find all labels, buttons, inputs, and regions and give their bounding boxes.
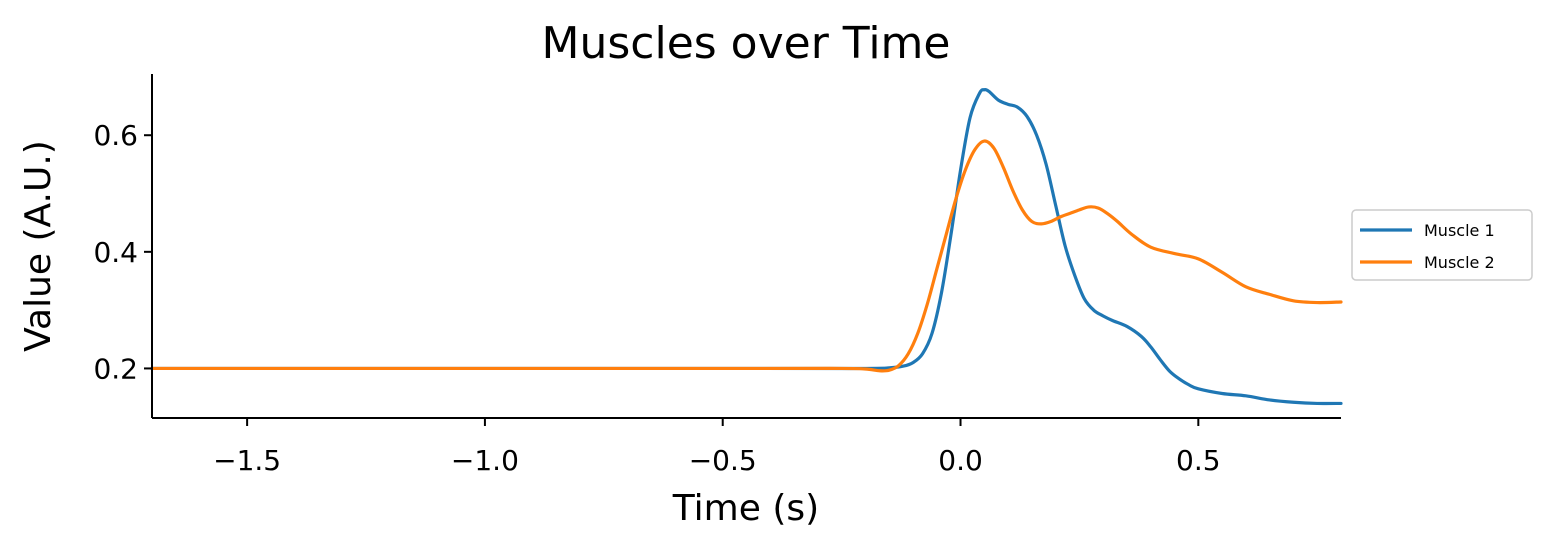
y-axis-title: Value (A.U.): [18, 140, 59, 352]
x-axis-title: Time (s): [672, 488, 819, 529]
legend-label-muscle-1: Muscle 1: [1424, 221, 1495, 240]
chart-title: Muscles over Time: [542, 18, 951, 69]
y-tick-label: 0.2: [93, 352, 138, 385]
x-ticks: −1.5 −1.0 −0.5 0.0 0.5: [213, 418, 1221, 477]
y-tick-label: 0.4: [93, 236, 138, 269]
x-tick-label: −1.5: [213, 444, 281, 477]
plot-area: −1.5 −1.0 −0.5 0.0 0.5 0.2 0.4 0.6: [93, 74, 1343, 477]
y-ticks: 0.2 0.4 0.6: [93, 119, 152, 385]
series-line-muscle-2: [150, 139, 1343, 373]
legend-label-muscle-2: Muscle 2: [1424, 253, 1495, 272]
x-tick-label: 0.5: [1176, 444, 1221, 477]
x-tick-label: 0.0: [938, 444, 983, 477]
series-group: [150, 88, 1343, 406]
legend: Muscle 1 Muscle 2: [1351, 209, 1533, 281]
y-tick-label: 0.6: [93, 119, 138, 152]
x-tick-label: −1.0: [451, 444, 519, 477]
series-line-muscle-1: [150, 88, 1343, 406]
x-tick-label: −0.5: [689, 444, 757, 477]
